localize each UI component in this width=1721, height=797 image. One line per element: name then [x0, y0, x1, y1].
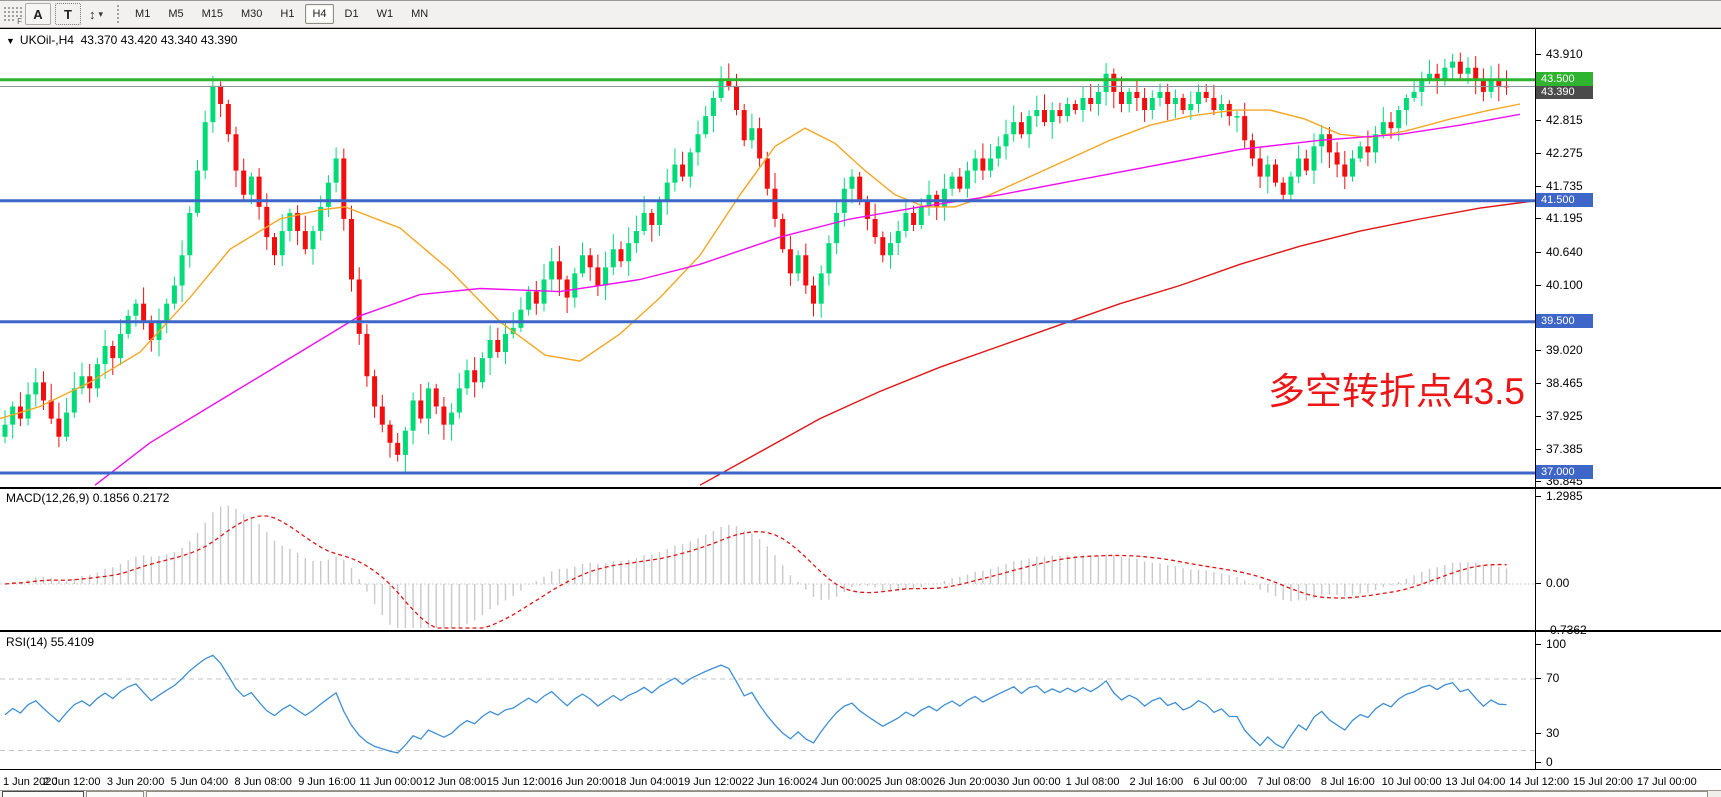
timeframe-button-m15[interactable]: M15 [195, 4, 230, 24]
timeframe-button-m5[interactable]: M5 [161, 4, 190, 24]
timeframe-button-mn[interactable]: MN [404, 4, 435, 24]
ma-fast-line [0, 103, 1521, 420]
timeframe-button-m1[interactable]: M1 [128, 4, 157, 24]
chart-window[interactable] [0, 28, 1721, 797]
rsi-line [4, 654, 1507, 754]
toolbar-separator [116, 4, 122, 24]
chevron-down-icon: ▾ [98, 8, 104, 19]
timeframe-button-m30[interactable]: M30 [234, 4, 269, 24]
ma-slow-line [699, 200, 1535, 486]
text-label-tool-button[interactable]: T [55, 3, 81, 25]
pane-bg [0, 633, 1535, 770]
timeframe-button-w1[interactable]: W1 [370, 4, 401, 24]
chart-tab[interactable] [2, 791, 84, 797]
chart-tab-bar [0, 790, 1721, 797]
chart-tab[interactable] [86, 791, 144, 797]
timeframe-button-h1[interactable]: H1 [273, 4, 301, 24]
cursor-mode-button[interactable]: ↕ ▾ [84, 2, 108, 26]
cursor-arrows-icon: ↕ [89, 6, 96, 22]
toolbar: F A T ↕ ▾ M1 M5 M15 M30 H1 H4 D1 W1 MN [0, 1, 1721, 28]
macd-signal-line [4, 515, 1507, 629]
price-chart-canvas[interactable] [0, 29, 1721, 797]
pane-bg [0, 30, 1535, 487]
chart-tab[interactable] [146, 791, 1708, 797]
timeframe-button-h4[interactable]: H4 [305, 4, 334, 24]
toolbar-grip-label: F [16, 17, 22, 26]
timeframe-button-d1[interactable]: D1 [338, 4, 366, 24]
ma-mid-line [94, 113, 1521, 486]
text-tool-button[interactable]: A [25, 3, 51, 25]
toolbar-grip[interactable]: F [2, 5, 22, 26]
